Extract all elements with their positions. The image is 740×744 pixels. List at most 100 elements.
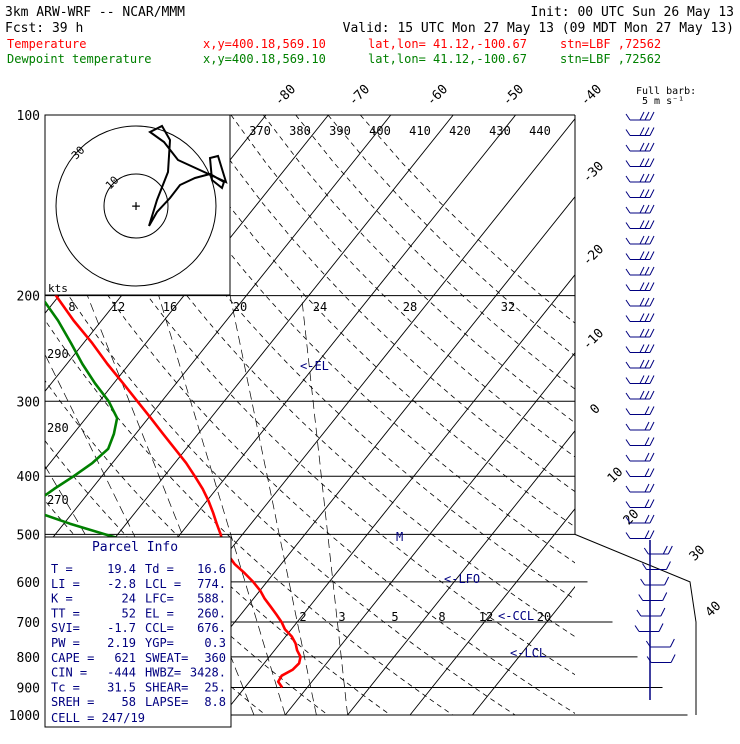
- isotherm-line: [45, 115, 329, 470]
- parcel-row-value-left: 621: [114, 651, 136, 665]
- isotherm-line: [45, 115, 392, 548]
- parcel-row-value-right: 260.: [197, 606, 226, 620]
- header-valid: Valid: 15 UTC Mon 27 May 13 (09 MDT Mon …: [343, 21, 734, 36]
- wind-barb: [643, 545, 673, 555]
- dew-legend-latlon: lat,lon= 41.12,-100.67: [368, 52, 527, 66]
- wind-barb: [625, 158, 655, 167]
- wind-barb: [625, 142, 655, 152]
- wind-barb: [625, 111, 655, 121]
- wind-barb: [625, 204, 655, 214]
- parcel-info-panel: Parcel Info T = 19.4 Td = 16.6 LI = -2.8 LCL =…: [44, 536, 232, 728]
- parcel-info-title: Parcel Info: [92, 540, 178, 555]
- parcel-row-value-left: 31.5: [107, 680, 136, 694]
- annotation-ccl: <-CCL: [498, 609, 534, 623]
- parcel-row-label-left: SREH =: [51, 695, 94, 709]
- hodo-speed-label: 8: [68, 300, 75, 314]
- temp-legend-xy: x,y=400.18,569.10: [203, 37, 326, 51]
- theta-left-label: 290: [47, 347, 69, 361]
- wind-barb: [625, 251, 655, 260]
- parcel-row-label-right: Td =: [145, 562, 174, 576]
- dry-adiabat: [69, 115, 575, 638]
- wind-barb: [625, 530, 655, 539]
- pressure-label: 900: [17, 682, 40, 697]
- hodo-speed-label: 16: [163, 300, 177, 314]
- parcel-info-rows: T = 19.4 Td = 16.6 LI = -2.8 LCL = 774. K = 24 LFC…: [51, 562, 226, 709]
- dry-adiabat: [45, 319, 453, 715]
- isotherm-line: [160, 196, 575, 715]
- mixing-ratio-label: 5: [391, 610, 398, 624]
- wind-barb: [625, 173, 655, 183]
- wind-barb: [625, 127, 655, 136]
- isotherm-line: [409, 508, 575, 715]
- parcel-row-label-right: EL =: [145, 606, 174, 620]
- pressure-label: 1000: [9, 709, 40, 724]
- wind-barb: [625, 297, 655, 307]
- parcel-row-label-left: Tc =: [51, 680, 80, 694]
- parcel-row-label-right: CCL=: [145, 621, 174, 635]
- wind-barb: [625, 313, 655, 322]
- isotherm-line: [222, 274, 575, 715]
- parcel-row-value-right: 25.: [204, 680, 226, 694]
- parcel-row-value-right: 774.: [197, 577, 226, 591]
- wind-barb: [625, 266, 655, 276]
- dry-adiabat: [327, 115, 575, 357]
- parcel-row-value-left: -444: [107, 666, 136, 680]
- mixing-ratio-label: 3: [338, 610, 345, 624]
- dry-adiabat: [262, 115, 575, 424]
- wind-barb: [636, 607, 666, 617]
- wind-barb: [640, 576, 670, 586]
- temp-legend-stn: stn=LBF ,72562: [560, 37, 661, 51]
- temp-legend-label: Temperature: [7, 37, 86, 51]
- annotation-m: M: [396, 530, 403, 544]
- theta-label: 390: [329, 124, 351, 138]
- parcel-row-value-left: 52: [122, 606, 136, 620]
- wind-barb: [625, 375, 655, 384]
- theta-label: 440: [529, 124, 551, 138]
- parcel-row-value-left: -1.7: [107, 621, 136, 635]
- parcel-row-label-right: SHEAR=: [145, 680, 188, 694]
- parcel-info-box: [44, 536, 232, 728]
- wind-barb: [625, 344, 655, 353]
- pressure-label: 600: [17, 576, 40, 591]
- pressure-label: 700: [17, 616, 40, 631]
- pressure-label: 300: [17, 395, 40, 410]
- parcel-row-value-right: 0.3: [204, 636, 226, 650]
- theta-left-label: 280: [47, 421, 69, 435]
- hodo-speed-label: 20: [233, 300, 247, 314]
- header-init: Init: 00 UTC Sun 26 May 13: [531, 5, 735, 20]
- moist-adiabat: [158, 295, 286, 715]
- hodograph-frame: [44, 114, 231, 296]
- parcel-row-label-left: TT =: [51, 606, 80, 620]
- dry-adiabat: [45, 257, 516, 715]
- dew-legend-xy: x,y=400.18,569.10: [203, 52, 326, 66]
- parcel-row-value-left: -2.8: [107, 577, 136, 591]
- dry-adiabat: [101, 115, 575, 600]
- parcel-row-label-right: LFC=: [145, 592, 174, 606]
- pressure-label: 500: [17, 528, 40, 543]
- theta-label: 380: [289, 124, 311, 138]
- dew-legend-stn: stn=LBF ,72562: [560, 52, 661, 66]
- mixing-ratio-label: 8: [438, 610, 445, 624]
- parcel-row-label-left: K =: [51, 592, 73, 606]
- parcel-row-label-left: CIN =: [51, 666, 87, 680]
- header-model: 3km ARW-WRF -- NCAR/MMM: [5, 5, 185, 20]
- wind-barb: [625, 421, 655, 431]
- temp-legend-latlon: lat,lon= 41.12,-100.67: [368, 37, 527, 51]
- hodo-speed-label: 12: [111, 300, 125, 314]
- hodograph-ring-outer: [55, 125, 217, 287]
- parcel-row-label-right: SWEAT=: [145, 651, 188, 665]
- theta-label: 410: [409, 124, 431, 138]
- parcel-row-value-right: 3428.: [190, 666, 226, 680]
- theta-label: 370: [249, 124, 271, 138]
- parcel-row-label-left: SVI=: [51, 621, 80, 635]
- parcel-row-value-right: 588.: [197, 592, 226, 606]
- parcel-row-label-left: LI =: [51, 577, 80, 591]
- annotation-lfo: <-LFO: [444, 572, 480, 586]
- dry-adiabat: [295, 115, 575, 390]
- parcel-row-label-left: PW =: [51, 636, 80, 650]
- parcel-info-cell: CELL = 247/19: [51, 711, 145, 725]
- parcel-row-value-left: 19.4: [107, 562, 136, 576]
- hodo-speed-label: 28: [403, 300, 417, 314]
